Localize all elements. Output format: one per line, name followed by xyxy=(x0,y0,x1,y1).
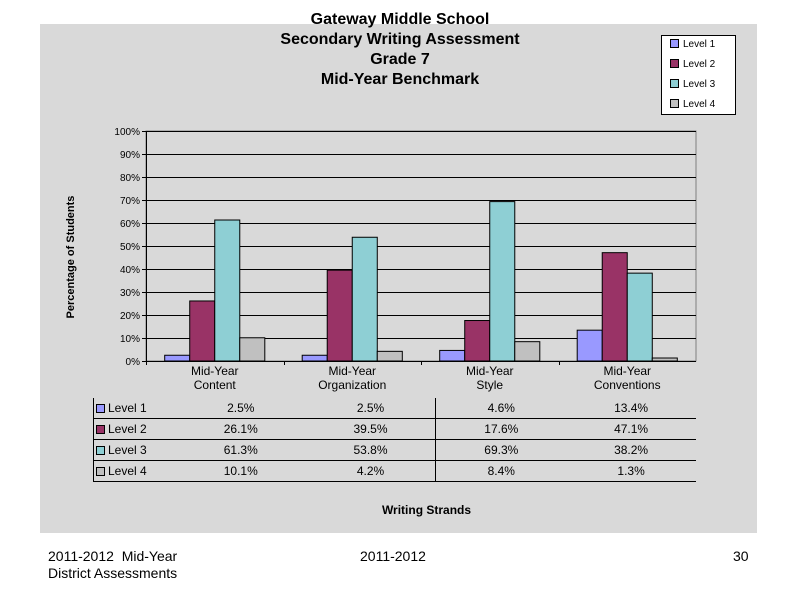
footer-left-line-1: 2011-2012 Mid-Year xyxy=(48,548,178,564)
table-cell: 2.5% xyxy=(305,398,436,419)
table-cell: 17.6% xyxy=(435,418,567,440)
x-tick-label: Mid-Year xyxy=(603,364,651,378)
x-tick-label: Mid-Year xyxy=(328,364,376,378)
row-label-text: Level 2 xyxy=(108,422,147,436)
table-cell: 26.1% xyxy=(175,418,306,440)
x-tick-label: Mid-Year xyxy=(466,364,514,378)
table-cell: 1.3% xyxy=(566,460,696,482)
chart-legend: Level 1 Level 2 Level 3 Level 4 xyxy=(661,35,736,115)
bar-level-3 xyxy=(214,219,241,362)
table-cell: 8.4% xyxy=(435,460,567,482)
table-cell: 39.5% xyxy=(305,418,436,440)
x-tick-label: Content xyxy=(194,378,237,392)
title-line-2: Secondary Writing Assessment xyxy=(280,31,520,48)
row-swatch xyxy=(96,425,105,434)
footer-left: 2011-2012 Mid-Year District Assessments xyxy=(48,548,177,582)
bar-level-2 xyxy=(601,252,628,362)
table-row: Level 4 10.1% 4.2% 8.4% 1.3% xyxy=(92,460,696,482)
row-label-text: Level 1 xyxy=(108,401,147,415)
legend-swatch-level-2 xyxy=(670,59,679,68)
table-cell: 47.1% xyxy=(566,418,696,440)
row-label-level-2: Level 2 xyxy=(92,418,176,440)
table-cell: 13.4% xyxy=(566,398,696,419)
x-tick-label: Conventions xyxy=(594,378,661,392)
table-cell: 4.6% xyxy=(435,398,567,419)
y-tick-label: 90% xyxy=(120,150,140,161)
table-cell: 38.2% xyxy=(566,439,696,461)
bar-level-4 xyxy=(239,337,266,362)
legend-swatch-level-3 xyxy=(670,79,679,88)
chart-title: Gateway Middle School Secondary Writing … xyxy=(0,10,800,90)
bar-level-4 xyxy=(376,350,403,362)
y-tick-label: 0% xyxy=(126,357,141,368)
table-row: Level 3 61.3% 53.8% 69.3% 38.2% xyxy=(92,439,696,461)
bar-level-3 xyxy=(489,201,516,362)
y-tick-label: 100% xyxy=(114,127,140,138)
table-row: Level 1 2.5% 2.5% 4.6% 13.4% xyxy=(92,398,696,419)
legend-item-level-3: Level 3 xyxy=(670,79,715,91)
row-swatch xyxy=(96,446,105,455)
bar-level-1 xyxy=(576,329,603,362)
title-line-1: Gateway Middle School xyxy=(310,11,490,28)
bar-level-2 xyxy=(326,269,353,362)
footer-left-line-2: District Assessments xyxy=(48,565,178,581)
y-tick-label: 70% xyxy=(120,196,140,207)
row-label-text: Level 4 xyxy=(108,464,147,478)
footer-center: 2011-2012 xyxy=(360,548,426,564)
row-label-level-4: Level 4 xyxy=(92,460,176,482)
legend-item-level-4: Level 4 xyxy=(670,99,715,111)
table-cell: 2.5% xyxy=(175,398,306,419)
x-tick-label: Style xyxy=(476,378,503,392)
row-label-level-3: Level 3 xyxy=(92,439,176,461)
legend-label-level-1: Level 1 xyxy=(683,39,716,50)
legend-label-level-2: Level 2 xyxy=(683,59,716,70)
y-tick-label: 10% xyxy=(120,334,140,345)
title-line-3: Grade 7 xyxy=(370,51,430,68)
y-tick-label: 60% xyxy=(120,219,140,230)
y-tick-label: 80% xyxy=(120,173,140,184)
legend-item-level-1: Level 1 xyxy=(670,39,715,51)
x-axis-title: Writing Strands xyxy=(381,503,472,517)
legend-swatch-level-1 xyxy=(670,39,679,48)
y-tick-label: 20% xyxy=(120,311,140,322)
x-tick-label: Organization xyxy=(318,378,386,392)
row-swatch xyxy=(96,467,105,476)
x-tick-label: Mid-Year xyxy=(191,364,239,378)
legend-swatch-level-4 xyxy=(670,99,679,108)
bar-level-2 xyxy=(189,300,216,362)
table-cell: 4.2% xyxy=(305,460,436,482)
table-cell: 53.8% xyxy=(305,439,436,461)
bar-level-2 xyxy=(464,320,491,362)
legend-label-level-4: Level 4 xyxy=(683,99,716,110)
table-cell: 69.3% xyxy=(435,439,567,461)
data-table: Level 1 2.5% 2.5% 4.6% 13.4% Level 2 26.… xyxy=(92,398,696,482)
page-number: 30 xyxy=(733,548,749,564)
bar-level-3 xyxy=(351,236,378,362)
legend-label-level-3: Level 3 xyxy=(683,79,716,90)
table-row: Level 2 26.1% 39.5% 17.6% 47.1% xyxy=(92,418,696,440)
bar-level-3 xyxy=(626,272,653,362)
y-tick-label: 40% xyxy=(120,265,140,276)
y-tick-label: 50% xyxy=(120,242,140,253)
legend-item-level-2: Level 2 xyxy=(670,59,715,71)
row-swatch xyxy=(96,404,105,413)
title-line-4: Mid-Year Benchmark xyxy=(320,71,480,88)
table-cell: 10.1% xyxy=(175,460,306,482)
row-label-level-1: Level 1 xyxy=(92,398,176,419)
row-label-text: Level 3 xyxy=(108,443,147,457)
bar-level-1 xyxy=(164,354,191,362)
bar-level-4 xyxy=(651,357,678,362)
bar-level-4 xyxy=(514,341,541,362)
table-cell: 61.3% xyxy=(175,439,306,461)
y-tick-label: 30% xyxy=(120,288,140,299)
bar-level-1 xyxy=(301,354,328,362)
bar-level-1 xyxy=(439,349,466,362)
